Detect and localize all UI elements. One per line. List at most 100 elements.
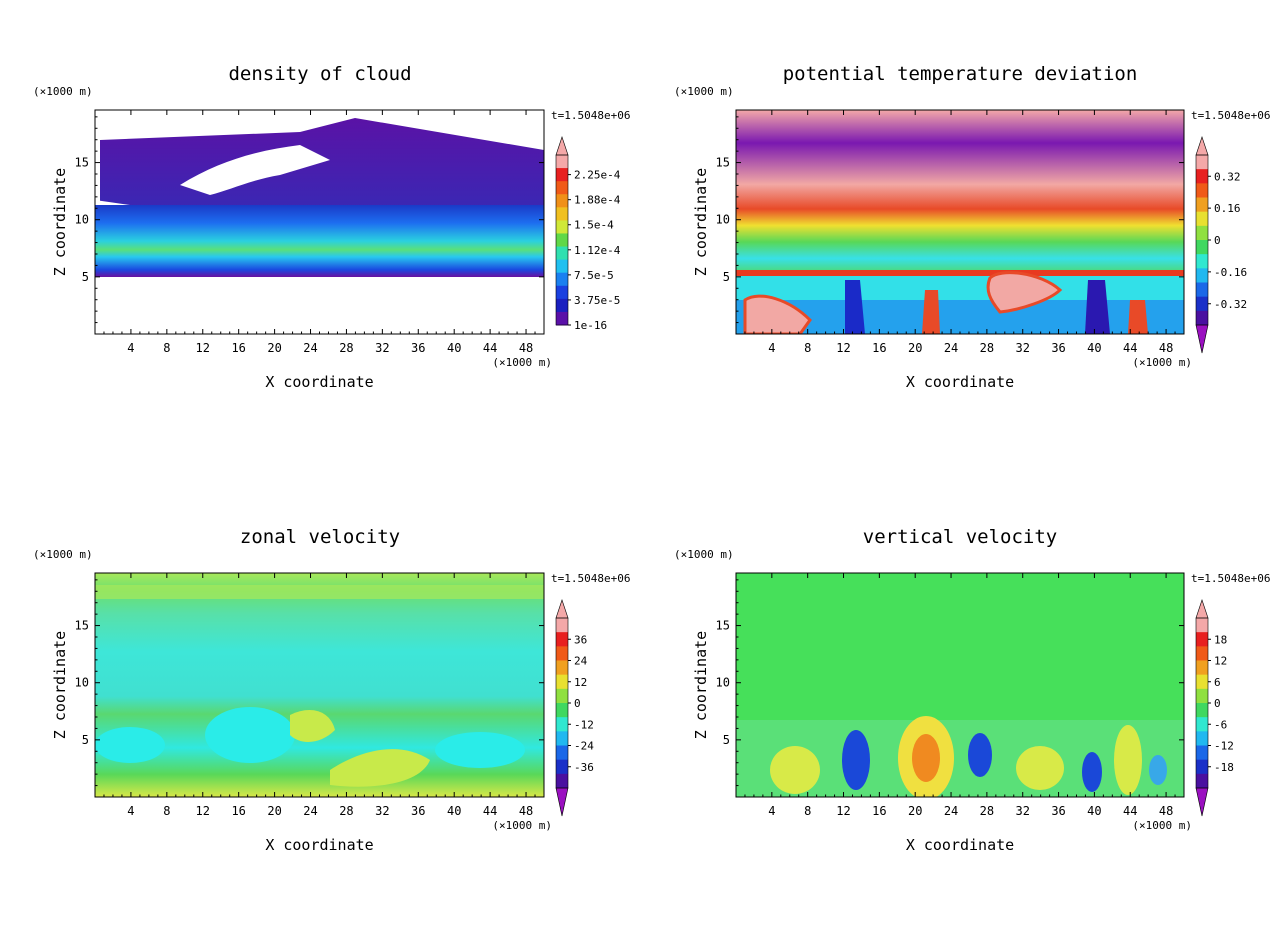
x-tick-label: 32 (1015, 341, 1029, 355)
colorbar-label: 0.32 (1214, 170, 1241, 183)
colorbar-swatch (1196, 254, 1208, 269)
x-tick-label: 44 (483, 341, 497, 355)
colorbar-label: 2.25e-4 (574, 169, 621, 182)
colorbar-swatch (556, 220, 568, 234)
colorbar-swatch (556, 703, 568, 718)
x-tick-label: 4 (127, 341, 134, 355)
colorbar-swatch (1196, 225, 1208, 241)
theta-warm-3 (922, 290, 940, 334)
x-tick-label: 24 (303, 804, 317, 818)
x-tick-label: 40 (447, 341, 461, 355)
x-tick-label: 36 (411, 341, 425, 355)
colorbar-swatch (1196, 268, 1208, 283)
time-label: t=1.5048e+06 (1191, 109, 1270, 122)
theta-cold-1 (845, 280, 865, 334)
colorbar-label: 18 (1214, 633, 1227, 646)
y-tick-label: 5 (723, 733, 730, 747)
vv-down-3 (1082, 752, 1102, 792)
y-tick-label: 15 (716, 156, 730, 170)
colorbar-swatch (1196, 197, 1208, 213)
y-tick-label: 5 (82, 733, 89, 747)
x-unit-label: (×1000 m) (492, 356, 552, 369)
y-tick-label: 15 (75, 156, 89, 170)
x-axis-label: X coordinate (906, 836, 1014, 854)
colorbar-label: -18 (1214, 761, 1234, 774)
theta-warm-4 (1128, 300, 1148, 334)
colorbar-swatch (1196, 703, 1208, 718)
colorbar-swatch (1196, 296, 1208, 312)
theta-warm-bubble-1 (986, 271, 1063, 314)
x-tick-label: 20 (267, 341, 281, 355)
panel-zonal-velocity (95, 573, 544, 797)
colorbar-swatch (556, 259, 568, 274)
colorbar-label: -36 (574, 761, 594, 774)
x-tick-label: 40 (1087, 341, 1101, 355)
y-unit-label: (×1000 m) (33, 548, 93, 561)
colorbar-swatch (556, 688, 568, 704)
colorbar-label: 12 (574, 676, 587, 689)
y-tick-label: 10 (716, 213, 730, 227)
y-unit-label: (×1000 m) (33, 85, 93, 98)
x-tick-label: 24 (944, 341, 958, 355)
colorbar-swatch (556, 745, 568, 761)
x-tick-label: 32 (1015, 804, 1029, 818)
x-tick-label: 12 (196, 341, 210, 355)
colorbar-swatch (556, 646, 568, 661)
chart-title: vertical velocity (863, 526, 1057, 548)
colorbar-label: 12 (1214, 655, 1227, 668)
colorbar-swatch (556, 207, 568, 221)
colorbar-min-arrow (555, 787, 569, 817)
x-tick-label: 16 (872, 341, 886, 355)
vv-down-2 (968, 733, 992, 777)
colorbar-min-arrow (1195, 324, 1209, 354)
colorbar-label: 36 (574, 633, 587, 646)
colorbar-label: 7.5e-5 (574, 269, 614, 282)
x-tick-label: 40 (1087, 804, 1101, 818)
chart-title: potential temperature deviation (783, 63, 1138, 85)
panel-vertical-velocity (736, 573, 1184, 797)
colorbar-swatch (556, 731, 568, 746)
x-tick-label: 20 (908, 341, 922, 355)
chart-3: zonal velocity(×1000 m)t=1.5048e+064 8 12 1… (33, 526, 630, 854)
colorbar-swatch (1196, 310, 1208, 326)
x-tick-label: 8 (804, 804, 811, 818)
cloud-main-band (95, 205, 544, 277)
vv-up-4 (1114, 725, 1142, 795)
y-unit-label: (×1000 m) (674, 548, 734, 561)
y-tick-label: 5 (723, 270, 730, 284)
colorbar-label: 1.88e-4 (574, 194, 621, 207)
colorbar-swatch (1196, 660, 1208, 676)
y-unit-label: (×1000 m) (674, 85, 734, 98)
colorbar-swatch (556, 194, 568, 208)
y-tick-label: 10 (716, 676, 730, 690)
zonal-cyan-blob-2 (95, 727, 165, 763)
colorbar-swatch (1196, 169, 1208, 184)
colorbar-swatch (556, 674, 568, 690)
x-tick-label: 8 (163, 341, 170, 355)
cloud-gap (180, 145, 330, 195)
theta-cold-2 (1085, 280, 1110, 334)
vv-up-1-core (912, 734, 940, 782)
colorbar-swatch (556, 272, 568, 287)
colorbar-swatch (1196, 688, 1208, 704)
colorbar-swatch (556, 311, 568, 326)
x-tick-label: 48 (519, 341, 533, 355)
x-tick-label: 8 (804, 341, 811, 355)
colorbar: -36 -24 -12 0 12 24 36 (555, 599, 594, 817)
colorbar-swatch (556, 181, 568, 195)
x-tick-label: 8 (163, 804, 170, 818)
y-tick-label: 15 (716, 619, 730, 633)
theta-warm-bubble-2 (743, 294, 812, 334)
y-axis-label: Z coordinate (692, 168, 710, 276)
colorbar-min-arrow (1195, 787, 1209, 817)
colorbar-swatch (556, 717, 568, 732)
colorbar-label: 1.5e-4 (574, 219, 614, 232)
colorbar-max-arrow (555, 599, 569, 619)
colorbar-swatch (556, 155, 568, 169)
colorbar-max-arrow (1195, 136, 1209, 156)
x-tick-label: 36 (1051, 341, 1065, 355)
vv-up-2 (770, 746, 820, 794)
y-tick-label: 10 (75, 676, 89, 690)
colorbar-label: -0.16 (1214, 266, 1247, 279)
